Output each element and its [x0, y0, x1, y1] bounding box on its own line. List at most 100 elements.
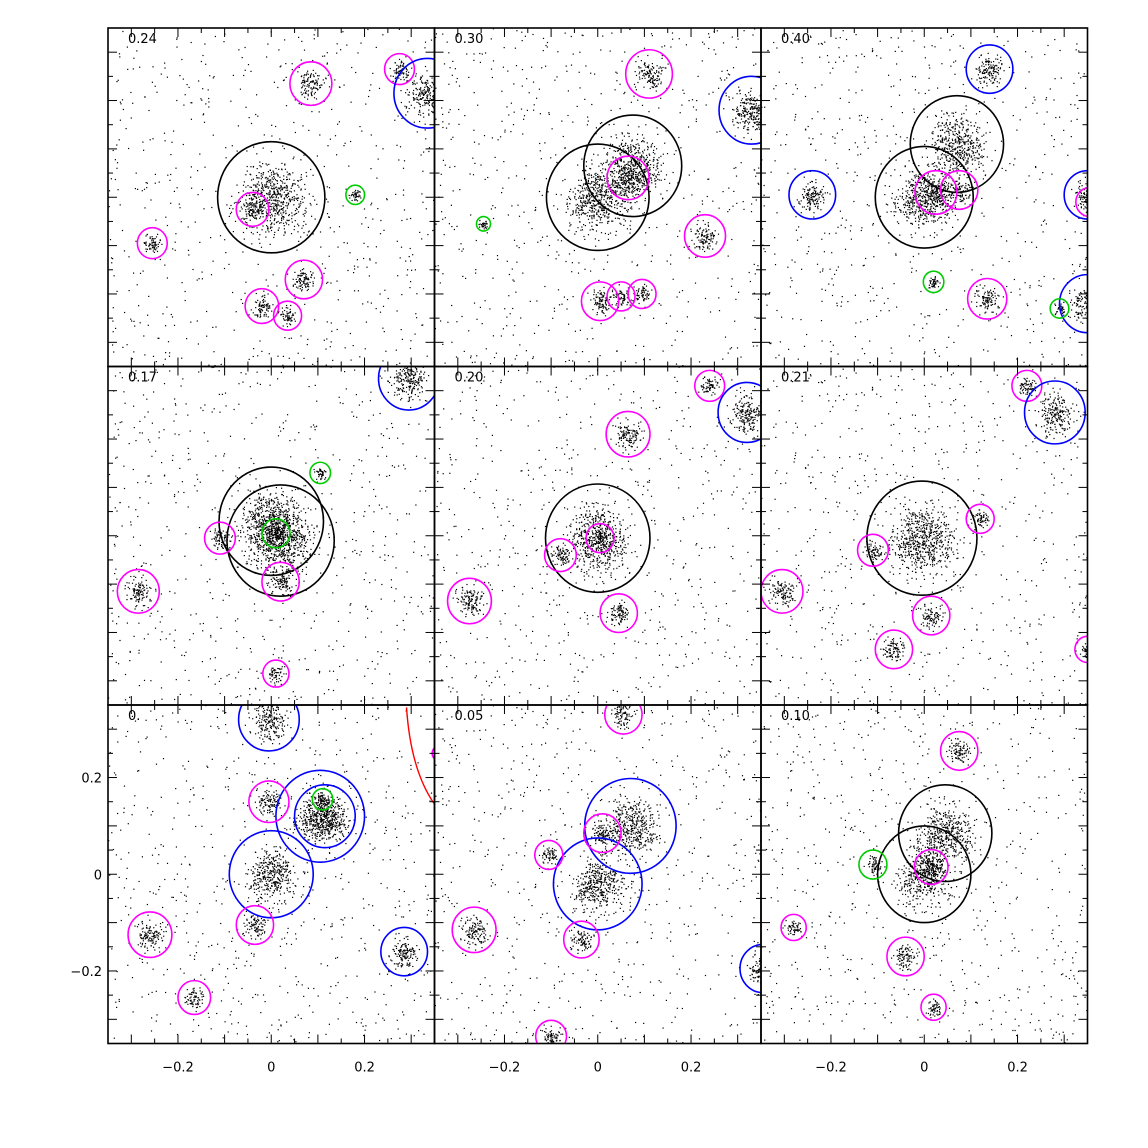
data-point [601, 179, 603, 181]
data-point [565, 211, 567, 213]
data-point [601, 304, 603, 306]
data-point [307, 284, 309, 286]
panel-plot-area [108, 28, 438, 367]
data-point [154, 85, 156, 87]
data-point [272, 274, 274, 276]
data-point [623, 295, 625, 297]
data-point [586, 195, 588, 197]
data-point [247, 64, 250, 66]
data-point [300, 82, 303, 84]
data-point [245, 174, 247, 176]
data-point [396, 71, 398, 73]
data-point [612, 179, 614, 182]
data-point [275, 194, 277, 196]
data-point [576, 207, 578, 209]
data-point [348, 165, 350, 167]
data-point [258, 196, 260, 198]
data-point [313, 93, 315, 95]
data-point [280, 212, 282, 214]
data-point [640, 67, 642, 69]
data-point [638, 175, 640, 177]
data-point [923, 205, 925, 207]
data-point [406, 106, 408, 108]
data-point [357, 191, 359, 193]
data-point [738, 90, 741, 92]
data-point [276, 172, 278, 174]
data-point [267, 304, 269, 306]
data-point [256, 177, 258, 179]
data-point [276, 189, 278, 191]
data-point [404, 105, 406, 107]
data-point [568, 229, 570, 231]
data-point [172, 248, 174, 250]
data-point [282, 208, 284, 210]
data-point [482, 224, 484, 226]
data-point [330, 322, 332, 324]
data-point [255, 212, 257, 214]
data-point [485, 221, 487, 223]
data-point [437, 117, 438, 118]
data-point [210, 274, 213, 276]
data-point [627, 163, 629, 165]
data-point [251, 226, 253, 229]
data-point [627, 148, 630, 150]
data-point [246, 170, 248, 172]
data-point [249, 219, 251, 221]
data-point [598, 306, 600, 309]
data-point [599, 193, 601, 195]
data-point [678, 136, 680, 139]
data-point [512, 124, 515, 126]
data-point [624, 167, 626, 170]
data-point [145, 250, 147, 253]
data-point [620, 169, 622, 171]
data-point [832, 67, 834, 69]
data-point [212, 326, 214, 328]
data-point [250, 186, 252, 188]
data-point [612, 171, 614, 173]
data-point [503, 47, 505, 49]
data-point [637, 99, 639, 101]
data-point [619, 205, 621, 207]
data-point [145, 182, 147, 184]
data-point [144, 96, 146, 98]
data-point [646, 165, 648, 167]
data-point [599, 186, 601, 188]
data-point [486, 232, 488, 234]
data-point [432, 95, 434, 97]
data-point [831, 294, 834, 297]
data-point [251, 198, 254, 201]
data-point [316, 203, 318, 205]
data-point [422, 112, 424, 114]
data-point [626, 175, 628, 177]
data-point [273, 173, 275, 175]
data-point [146, 187, 148, 189]
data-point [366, 266, 368, 268]
data-point [302, 201, 304, 203]
data-point [594, 173, 596, 175]
data-point [931, 144, 933, 146]
data-point [597, 176, 599, 178]
data-point [521, 85, 523, 87]
data-point [706, 238, 708, 240]
data-point [688, 257, 690, 259]
data-point [631, 261, 633, 263]
data-point [566, 299, 569, 301]
data-point [111, 262, 113, 264]
data-point [426, 102, 428, 104]
data-point [509, 313, 511, 315]
data-point [603, 209, 605, 211]
data-point [616, 162, 618, 164]
data-point [416, 97, 418, 99]
data-point [598, 185, 600, 187]
data-point [546, 46, 548, 48]
data-point [894, 50, 896, 52]
data-point [405, 77, 407, 79]
data-point [613, 192, 615, 194]
data-point [618, 194, 620, 196]
data-point [396, 310, 398, 312]
data-point [618, 171, 620, 173]
data-point [151, 242, 153, 244]
data-point [513, 239, 516, 241]
data-point [312, 81, 314, 83]
data-point [587, 218, 590, 220]
